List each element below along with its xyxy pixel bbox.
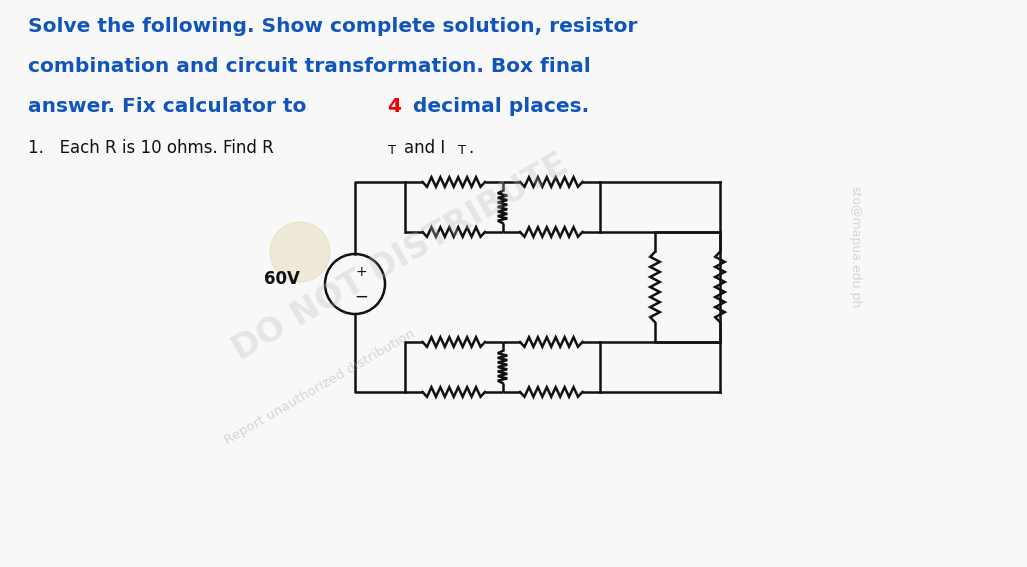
Text: T: T <box>387 144 395 157</box>
Text: 1.   Each R is 10 ohms. Find R: 1. Each R is 10 ohms. Find R <box>28 139 274 157</box>
Text: 60V: 60V <box>264 270 300 288</box>
Circle shape <box>270 222 330 282</box>
Text: combination and circuit transformation. Box final: combination and circuit transformation. … <box>28 57 591 76</box>
Text: .: . <box>468 139 473 157</box>
Text: +: + <box>355 265 367 279</box>
Text: 4: 4 <box>387 97 401 116</box>
Text: T: T <box>458 144 466 157</box>
Text: answer. Fix calculator to: answer. Fix calculator to <box>28 97 313 116</box>
Text: decimal places.: decimal places. <box>406 97 589 116</box>
Text: Solve the following. Show complete solution, resistor: Solve the following. Show complete solut… <box>28 17 638 36</box>
Text: −: − <box>354 288 368 306</box>
Text: Report unauthorized distribution: Report unauthorized distribution <box>223 327 417 447</box>
Text: DO NOT DISTRIBUTE: DO NOT DISTRIBUTE <box>227 147 573 367</box>
Text: and I: and I <box>404 139 446 157</box>
Text: sto@mapua.edu.ph: sto@mapua.edu.ph <box>848 186 862 308</box>
